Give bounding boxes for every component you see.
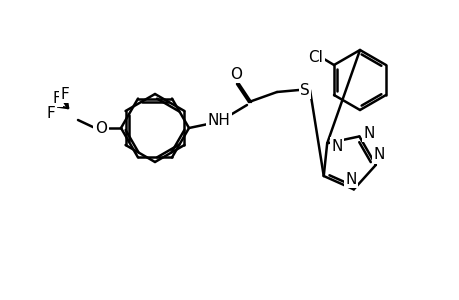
Text: F: F [52,91,61,106]
Text: O: O [95,121,107,136]
Text: F: F [46,106,55,121]
Text: N: N [331,139,342,154]
Text: O: O [230,67,241,82]
Text: S: S [299,82,309,98]
Text: N: N [363,126,374,141]
Text: Cl: Cl [308,50,323,64]
Text: NH: NH [207,112,230,128]
Text: N: N [372,147,384,162]
Text: F: F [61,86,69,101]
Text: N: N [344,172,356,187]
